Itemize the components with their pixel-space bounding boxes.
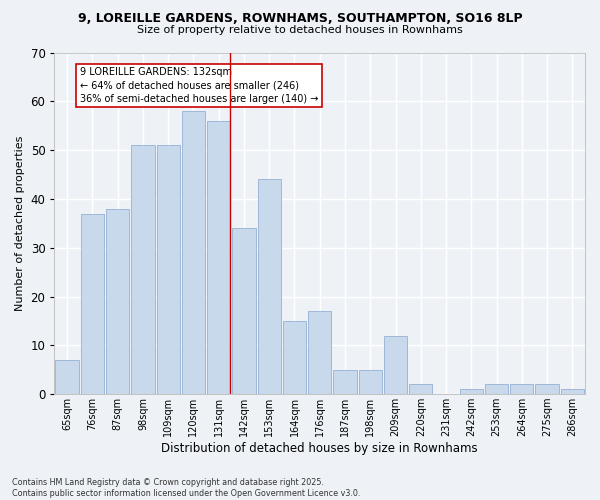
Bar — [409, 384, 433, 394]
Bar — [561, 390, 584, 394]
X-axis label: Distribution of detached houses by size in Rownhams: Distribution of detached houses by size … — [161, 442, 478, 455]
Bar — [257, 180, 281, 394]
Bar — [460, 390, 483, 394]
Y-axis label: Number of detached properties: Number of detached properties — [15, 136, 25, 311]
Bar — [182, 111, 205, 394]
Bar — [308, 311, 331, 394]
Bar — [359, 370, 382, 394]
Bar — [384, 336, 407, 394]
Bar — [535, 384, 559, 394]
Bar — [157, 145, 180, 394]
Bar — [232, 228, 256, 394]
Text: 9, LOREILLE GARDENS, ROWNHAMS, SOUTHAMPTON, SO16 8LP: 9, LOREILLE GARDENS, ROWNHAMS, SOUTHAMPT… — [77, 12, 523, 26]
Text: Size of property relative to detached houses in Rownhams: Size of property relative to detached ho… — [137, 25, 463, 35]
Bar — [283, 321, 306, 394]
Bar — [131, 145, 155, 394]
Bar — [334, 370, 356, 394]
Bar — [81, 214, 104, 394]
Text: Contains HM Land Registry data © Crown copyright and database right 2025.
Contai: Contains HM Land Registry data © Crown c… — [12, 478, 361, 498]
Bar — [510, 384, 533, 394]
Bar — [207, 121, 230, 394]
Bar — [106, 208, 129, 394]
Bar — [485, 384, 508, 394]
Bar — [55, 360, 79, 394]
Text: 9 LOREILLE GARDENS: 132sqm
← 64% of detached houses are smaller (246)
36% of sem: 9 LOREILLE GARDENS: 132sqm ← 64% of deta… — [80, 67, 318, 104]
